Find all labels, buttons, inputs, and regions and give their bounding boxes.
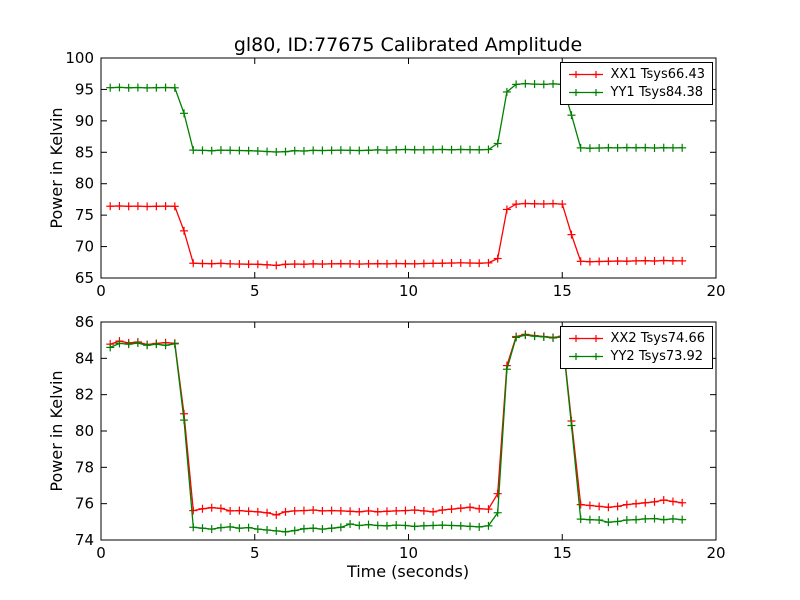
y-tick-label: 70 (75, 238, 94, 256)
x-tick-label: 0 (96, 544, 106, 562)
top-plot-legend: XX1 Tsys66.43 YY1 Tsys84.38 (559, 62, 713, 105)
legend-label: XX1 Tsys66.43 (610, 67, 705, 82)
x-tick-label: 0 (96, 282, 106, 300)
y-tick-label: 74 (75, 531, 94, 549)
legend-item: XX1 Tsys66.43 (567, 66, 705, 83)
x-tick-label: 20 (706, 282, 725, 300)
series-line-xx1 (110, 202, 683, 267)
y-tick-label: 85 (75, 143, 94, 161)
top-y-axis-label: Power in Kelvin (47, 107, 66, 228)
y-tick-label: 76 (75, 495, 94, 513)
y-tick-label: 82 (75, 386, 94, 404)
legend-label: YY2 Tsys73.92 (610, 349, 704, 364)
legend-line-sample (568, 335, 603, 342)
x-tick-label: 15 (553, 544, 572, 562)
y-tick-label: 80 (75, 175, 94, 193)
y-tick-label: 86 (75, 313, 94, 331)
legend-line-sample (568, 71, 603, 78)
y-tick-label: 75 (75, 206, 94, 224)
series-markers-yy2 (106, 331, 687, 536)
legend-item: YY2 Tsys73.92 (567, 348, 705, 365)
legend-item: YY1 Tsys84.38 (567, 84, 705, 101)
x-tick-label: 5 (250, 282, 260, 300)
x-tick-label: 20 (706, 544, 725, 562)
legend-label: XX2 Tsys74.66 (610, 331, 705, 346)
y-tick-label: 84 (75, 349, 94, 367)
y-tick-label: 95 (75, 80, 94, 98)
x-tick-label: 5 (250, 544, 260, 562)
x-axis-label: Time (seconds) (346, 562, 469, 581)
x-tick-label: 10 (399, 544, 418, 562)
y-tick-label: 78 (75, 458, 94, 476)
series-markers-xx1 (106, 199, 687, 270)
legend-item: XX2 Tsys74.66 (567, 330, 705, 347)
bottom-y-axis-label: Power in Kelvin (47, 370, 66, 491)
legend-line-sample (568, 89, 603, 96)
bottom-plot: 0 5 10 15 20 74 76 78 80 82 84 86 (75, 313, 726, 562)
bottom-plot-legend: XX2 Tsys74.66 YY2 Tsys73.92 (559, 326, 713, 369)
y-tick-label: 90 (75, 112, 94, 130)
x-tick-label: 10 (399, 282, 418, 300)
chart-title: gl80, ID:77675 Calibrated Amplitude (234, 34, 582, 56)
x-tick-label: 15 (553, 282, 572, 300)
legend-label: YY1 Tsys84.38 (610, 85, 704, 100)
y-tick-label: 80 (75, 422, 94, 440)
y-tick-label: 65 (75, 269, 94, 287)
legend-line-sample (568, 353, 603, 360)
y-tick-label: 100 (65, 49, 94, 67)
